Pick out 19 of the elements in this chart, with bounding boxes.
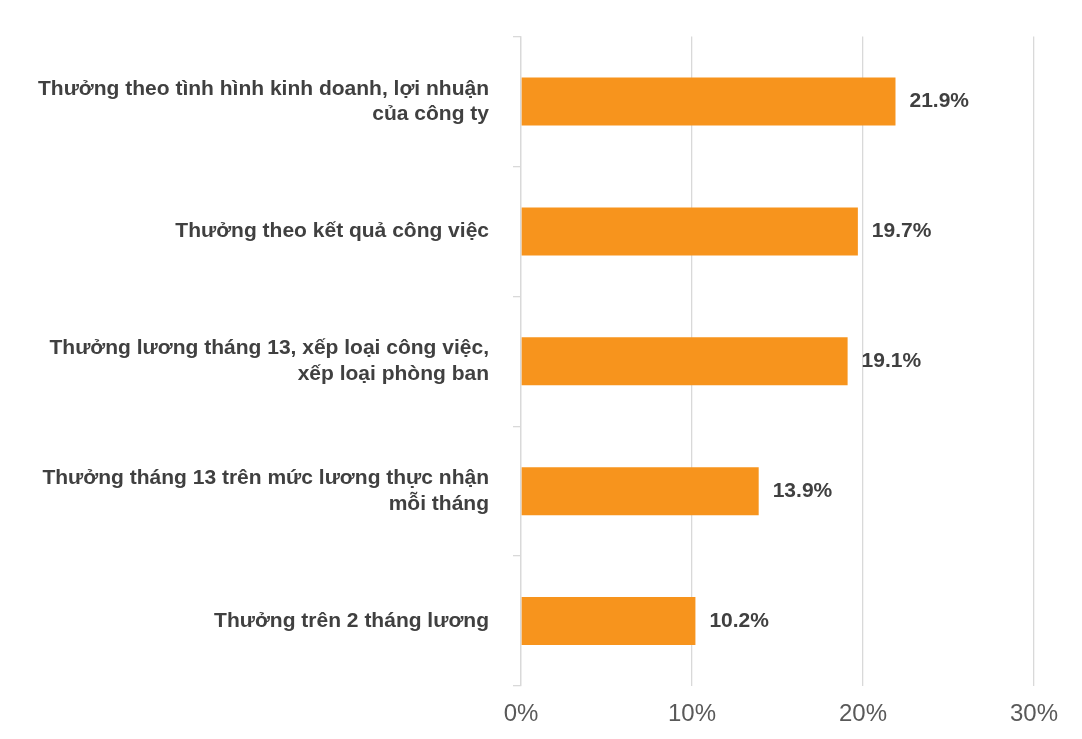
bar — [521, 597, 696, 646]
data-label: 21.9% — [909, 88, 970, 112]
bar — [521, 77, 896, 126]
data-label: 13.9% — [772, 477, 833, 501]
data-label: 10.2% — [709, 607, 770, 631]
y-tick-label: Thưởng tháng 13 trên mức lương thực nhận mỗi tháng — [42, 465, 489, 514]
bar — [521, 467, 759, 516]
y-tick-label: Thưởng lương tháng 13, xếp loại công việc, xếp loại phòng ban — [49, 335, 489, 384]
y-tick-label: Thưởng theo kết quả công việc — [175, 218, 490, 242]
x-tick-label: 20% — [838, 699, 888, 727]
bar — [521, 207, 858, 256]
y-tick-label: Thưởng trên 2 tháng lương — [214, 607, 489, 631]
bar — [521, 337, 848, 386]
data-label: 19.7% — [871, 218, 932, 242]
y-tick-label: Thưởng theo tình hình kinh doanh, lợi nhuận của công ty — [38, 75, 490, 124]
x-tick-label: 30% — [1009, 699, 1059, 727]
x-tick-label: 10% — [667, 699, 717, 727]
data-label: 19.1% — [861, 348, 922, 372]
x-tick-label: 0% — [503, 699, 539, 727]
